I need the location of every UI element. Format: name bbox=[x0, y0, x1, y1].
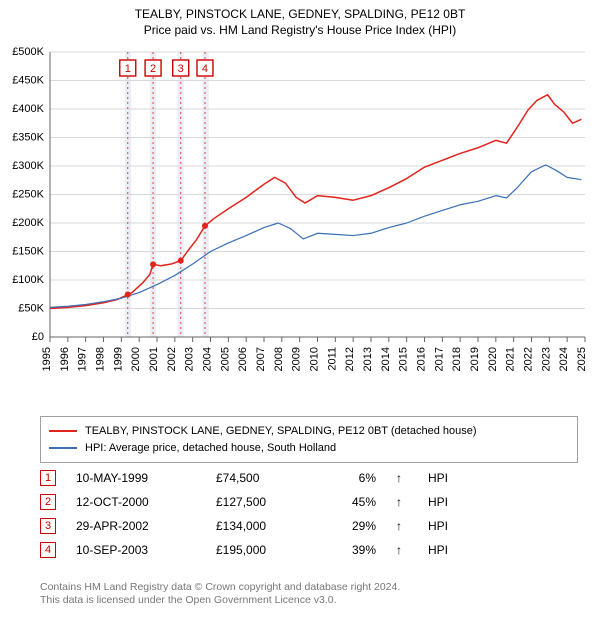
legend-swatch bbox=[49, 447, 77, 449]
event-tag: HPI bbox=[428, 543, 458, 557]
event-tag: HPI bbox=[428, 495, 458, 509]
event-date: 29-APR-2002 bbox=[76, 519, 196, 533]
svg-text:2019: 2019 bbox=[469, 347, 481, 371]
attribution-text: Contains HM Land Registry data © Crown c… bbox=[40, 581, 560, 608]
svg-text:2004: 2004 bbox=[202, 347, 214, 371]
svg-text:2020: 2020 bbox=[487, 347, 499, 371]
event-price: £195,000 bbox=[216, 543, 316, 557]
svg-text:£500K: £500K bbox=[12, 46, 44, 58]
svg-text:2014: 2014 bbox=[380, 347, 392, 371]
svg-text:2021: 2021 bbox=[505, 347, 517, 371]
event-tag: HPI bbox=[428, 471, 458, 485]
attribution-line1: Contains HM Land Registry data © Crown c… bbox=[40, 581, 560, 595]
svg-text:2024: 2024 bbox=[558, 347, 570, 371]
event-price: £74,500 bbox=[216, 471, 316, 485]
event-row: 1 10-MAY-1999 £74,500 6% ↑ HPI bbox=[40, 466, 560, 490]
svg-text:2007: 2007 bbox=[255, 347, 267, 371]
event-date: 10-SEP-2003 bbox=[76, 543, 196, 557]
svg-text:3: 3 bbox=[178, 63, 184, 75]
svg-text:4: 4 bbox=[202, 63, 208, 75]
svg-text:2012: 2012 bbox=[344, 347, 356, 371]
event-percent: 45% bbox=[336, 495, 376, 509]
svg-text:£200K: £200K bbox=[12, 217, 44, 229]
svg-text:2011: 2011 bbox=[326, 347, 338, 371]
chart-title-subtitle: Price paid vs. HM Land Registry's House … bbox=[0, 22, 600, 38]
svg-text:1997: 1997 bbox=[77, 347, 89, 371]
svg-text:2: 2 bbox=[150, 63, 156, 75]
up-arrow-icon: ↑ bbox=[396, 495, 408, 509]
event-row: 2 12-OCT-2000 £127,500 45% ↑ HPI bbox=[40, 490, 560, 514]
svg-text:2010: 2010 bbox=[309, 347, 321, 371]
chart-legend: TEALBY, PINSTOCK LANE, GEDNEY, SPALDING,… bbox=[40, 416, 578, 463]
svg-text:2022: 2022 bbox=[523, 347, 535, 371]
svg-text:£250K: £250K bbox=[12, 189, 44, 201]
svg-text:1995: 1995 bbox=[41, 347, 53, 371]
svg-text:£400K: £400K bbox=[12, 103, 44, 115]
svg-text:£100K: £100K bbox=[12, 274, 44, 286]
legend-label: HPI: Average price, detached house, Sout… bbox=[85, 440, 336, 457]
svg-text:1998: 1998 bbox=[95, 347, 107, 371]
legend-row: HPI: Average price, detached house, Sout… bbox=[49, 440, 569, 457]
up-arrow-icon: ↑ bbox=[396, 543, 408, 557]
event-number-box: 4 bbox=[40, 542, 56, 558]
svg-text:2017: 2017 bbox=[433, 347, 445, 371]
event-row: 3 29-APR-2002 £134,000 29% ↑ HPI bbox=[40, 514, 560, 538]
svg-text:2005: 2005 bbox=[219, 347, 231, 371]
svg-text:£300K: £300K bbox=[12, 160, 44, 172]
up-arrow-icon: ↑ bbox=[396, 519, 408, 533]
legend-swatch bbox=[49, 430, 77, 432]
svg-text:2018: 2018 bbox=[451, 347, 463, 371]
attribution-line2: This data is licensed under the Open Gov… bbox=[40, 594, 560, 608]
event-price: £127,500 bbox=[216, 495, 316, 509]
event-date: 12-OCT-2000 bbox=[76, 495, 196, 509]
event-percent: 6% bbox=[336, 471, 376, 485]
event-number-box: 2 bbox=[40, 494, 56, 510]
svg-text:2025: 2025 bbox=[576, 347, 588, 371]
svg-text:£150K: £150K bbox=[12, 246, 44, 258]
svg-text:2000: 2000 bbox=[130, 347, 142, 371]
svg-text:1999: 1999 bbox=[112, 347, 124, 371]
up-arrow-icon: ↑ bbox=[396, 471, 408, 485]
svg-text:2008: 2008 bbox=[273, 347, 285, 371]
svg-text:2023: 2023 bbox=[540, 347, 552, 371]
svg-text:£0: £0 bbox=[32, 331, 44, 343]
event-number-box: 1 bbox=[40, 470, 56, 486]
svg-text:2013: 2013 bbox=[362, 347, 374, 371]
event-price: £134,000 bbox=[216, 519, 316, 533]
svg-text:£50K: £50K bbox=[18, 303, 44, 315]
svg-text:2001: 2001 bbox=[148, 347, 160, 371]
svg-text:2016: 2016 bbox=[416, 347, 428, 371]
chart-area: £0 £50K £100K £150K £200K £250K £300K £350K £400… bbox=[0, 42, 600, 412]
legend-row: TEALBY, PINSTOCK LANE, GEDNEY, SPALDING,… bbox=[49, 423, 569, 440]
event-tag: HPI bbox=[428, 519, 458, 533]
chart-title-block: TEALBY, PINSTOCK LANE, GEDNEY, SPALDING,… bbox=[0, 0, 600, 38]
legend-label: TEALBY, PINSTOCK LANE, GEDNEY, SPALDING,… bbox=[85, 423, 477, 440]
svg-text:2006: 2006 bbox=[237, 347, 249, 371]
svg-text:2002: 2002 bbox=[166, 347, 178, 371]
line-chart-svg: £0 £50K £100K £150K £200K £250K £300K £350K £400… bbox=[0, 42, 600, 412]
svg-text:2003: 2003 bbox=[184, 347, 196, 371]
event-date: 10-MAY-1999 bbox=[76, 471, 196, 485]
price-events-table: 1 10-MAY-1999 £74,500 6% ↑ HPI 2 12-OCT-2000 £12… bbox=[40, 466, 560, 562]
svg-text:£450K: £450K bbox=[12, 75, 44, 87]
event-percent: 29% bbox=[336, 519, 376, 533]
svg-text:2015: 2015 bbox=[398, 347, 410, 371]
event-row: 4 10-SEP-2003 £195,000 39% ↑ HPI bbox=[40, 538, 560, 562]
chart-title-address: TEALBY, PINSTOCK LANE, GEDNEY, SPALDING,… bbox=[0, 6, 600, 22]
event-percent: 39% bbox=[336, 543, 376, 557]
svg-text:£350K: £350K bbox=[12, 132, 44, 144]
svg-text:1: 1 bbox=[125, 63, 131, 75]
svg-text:2009: 2009 bbox=[291, 347, 303, 371]
svg-text:1996: 1996 bbox=[59, 347, 71, 371]
event-number-box: 3 bbox=[40, 518, 56, 534]
